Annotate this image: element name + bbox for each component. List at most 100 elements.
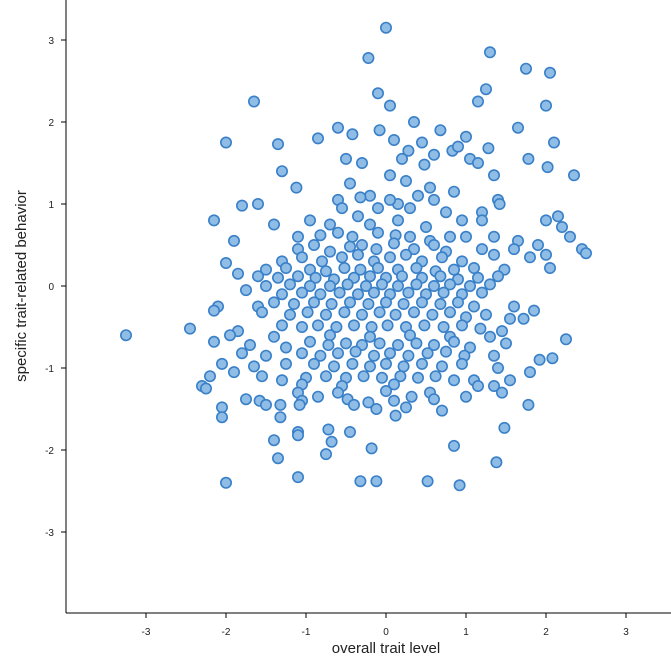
data-point	[487, 230, 500, 243]
data-point	[236, 347, 249, 360]
data-point	[323, 329, 336, 342]
data-point	[240, 284, 253, 297]
data-point	[453, 479, 466, 492]
y-tick-label: 2	[48, 118, 54, 129]
data-point	[371, 202, 384, 215]
data-point	[325, 435, 338, 448]
points-layer	[120, 21, 592, 492]
data-point	[527, 304, 540, 317]
data-point	[314, 349, 327, 362]
y-tick-label: -3	[45, 528, 54, 539]
data-point	[240, 393, 253, 406]
data-point	[291, 230, 304, 243]
data-point	[379, 21, 392, 34]
data-point	[427, 193, 440, 206]
data-point	[255, 370, 268, 383]
data-point	[370, 243, 383, 256]
data-point	[455, 319, 468, 332]
data-point	[467, 300, 480, 313]
data-point	[411, 189, 424, 202]
data-point	[228, 234, 241, 247]
data-point	[467, 261, 480, 274]
data-point	[447, 185, 460, 198]
data-point	[447, 374, 460, 387]
data-point	[373, 124, 386, 137]
data-point	[555, 221, 568, 234]
x-tick-label: 2	[543, 627, 549, 638]
data-point	[363, 330, 376, 343]
data-point	[503, 312, 516, 325]
data-point	[487, 248, 500, 261]
data-point	[357, 370, 370, 383]
data-point	[354, 475, 367, 488]
data-point	[343, 240, 356, 253]
data-point	[347, 398, 360, 411]
x-tick-label: -1	[302, 627, 311, 638]
data-point	[346, 128, 359, 141]
data-point	[275, 374, 288, 387]
data-point	[437, 286, 450, 299]
data-point	[331, 386, 344, 399]
data-point	[341, 278, 354, 291]
data-point	[259, 279, 272, 292]
data-point	[522, 398, 535, 411]
data-point	[407, 243, 420, 256]
data-point	[407, 116, 420, 129]
data-point	[204, 370, 217, 383]
data-point	[295, 251, 308, 264]
data-point	[517, 312, 530, 325]
data-point	[259, 398, 272, 411]
data-point	[184, 322, 197, 335]
data-point	[362, 51, 375, 64]
data-point	[482, 142, 495, 155]
data-point	[498, 421, 511, 434]
data-point	[367, 349, 380, 362]
data-point	[333, 286, 346, 299]
data-point	[271, 138, 284, 151]
data-point	[463, 279, 476, 292]
data-point	[373, 306, 386, 319]
data-point	[383, 99, 396, 112]
data-point	[381, 319, 394, 332]
data-point	[418, 319, 431, 332]
data-point	[491, 270, 504, 283]
data-point	[543, 261, 556, 274]
data-point	[331, 347, 344, 360]
data-point	[547, 136, 560, 149]
data-point	[397, 360, 410, 373]
data-point	[407, 306, 420, 319]
data-point	[267, 434, 280, 447]
data-point	[362, 297, 375, 310]
data-point	[435, 360, 448, 373]
data-point	[543, 66, 556, 79]
data-point	[483, 330, 496, 343]
data-point	[523, 366, 536, 379]
data-point	[267, 296, 280, 309]
data-point	[579, 247, 592, 260]
data-point	[487, 349, 500, 362]
data-point	[383, 169, 396, 182]
data-point	[463, 341, 476, 354]
data-point	[370, 475, 383, 488]
data-point	[397, 297, 410, 310]
data-point	[533, 353, 546, 366]
data-point	[421, 475, 434, 488]
data-point	[379, 357, 392, 370]
data-point	[434, 124, 447, 137]
data-point	[459, 390, 472, 403]
data-point	[208, 335, 221, 348]
data-point	[443, 306, 456, 319]
data-point	[394, 370, 407, 383]
data-point	[523, 251, 536, 264]
data-point	[311, 132, 324, 145]
data-point	[338, 306, 351, 319]
data-point	[216, 411, 229, 424]
data-point	[330, 320, 343, 333]
data-point	[539, 248, 552, 261]
data-point	[303, 335, 316, 348]
data-point	[459, 130, 472, 143]
data-point	[434, 270, 447, 283]
data-point	[455, 255, 468, 268]
data-point	[471, 271, 484, 284]
